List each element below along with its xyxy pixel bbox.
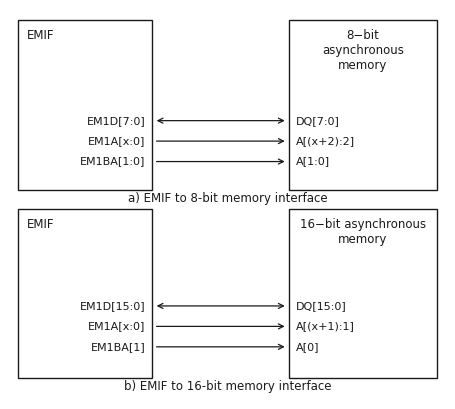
Bar [289,209,437,378]
Text: EM1D[15:0]: EM1D[15:0] [80,301,146,311]
Text: A[1:0]: A[1:0] [296,157,330,166]
Text: EM1BA[1]: EM1BA[1] [91,342,146,352]
Text: b) EMIF to 16-bit memory interface: b) EMIF to 16-bit memory interface [124,380,331,393]
Text: EMIF: EMIF [26,29,54,43]
Bar [289,20,437,190]
Text: EM1BA[1:0]: EM1BA[1:0] [80,157,146,166]
Bar [18,209,152,378]
Bar [18,20,152,190]
Text: EM1D[7:0]: EM1D[7:0] [87,116,146,126]
Text: 16−bit asynchronous
memory: 16−bit asynchronous memory [300,218,426,245]
Text: EMIF: EMIF [26,218,54,231]
Text: EM1A[x:0]: EM1A[x:0] [88,321,146,331]
Text: a) EMIF to 8-bit memory interface: a) EMIF to 8-bit memory interface [128,192,327,205]
Text: A[0]: A[0] [296,342,319,352]
Text: 8−bit
asynchronous
memory: 8−bit asynchronous memory [322,29,404,72]
Text: DQ[7:0]: DQ[7:0] [296,116,339,126]
Text: EM1A[x:0]: EM1A[x:0] [88,136,146,146]
Text: A[(x+1):1]: A[(x+1):1] [296,321,354,331]
Text: A[(x+2):2]: A[(x+2):2] [296,136,355,146]
Text: DQ[15:0]: DQ[15:0] [296,301,347,311]
